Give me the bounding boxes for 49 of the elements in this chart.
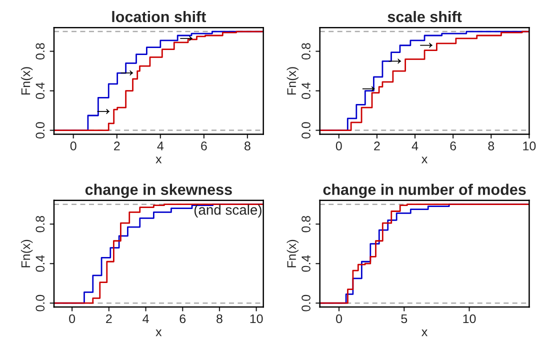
y-tick-label: 0.8 [36, 216, 45, 232]
y-tick-label: 0.8 [302, 43, 310, 60]
x-axis-title: x [422, 156, 428, 164]
x-tick-label: 8 [216, 314, 222, 324]
y-tick-label: 0.0 [36, 294, 45, 312]
y-axis-title: Fn(x) [20, 67, 33, 94]
x-tick-label: 4 [157, 142, 164, 150]
y-axis-title: Fn(x) [286, 67, 298, 94]
x-tick-label: 4 [142, 314, 149, 324]
y-axis-title: Fn(x) [20, 240, 33, 268]
annotation: → [120, 70, 134, 76]
x-axis-title: x [156, 156, 162, 164]
y-tick-label: 0.4 [36, 82, 45, 100]
x-tick-label: 0 [336, 142, 342, 150]
x-tick-label: 0 [336, 314, 342, 324]
y-tick-label: 0.4 [36, 255, 45, 272]
y-tick-label: 0.8 [36, 43, 45, 60]
x-tick-label: 0 [69, 314, 76, 324]
x-tick-label: 10 [523, 142, 536, 150]
x-tick-label: 5 [401, 314, 408, 324]
y-tick-label: 0.0 [302, 294, 310, 312]
y-tick-label: 0.4 [302, 255, 310, 272]
annotation: → [180, 36, 192, 41]
x-tick-label: 6 [180, 314, 186, 324]
annotation: → [388, 58, 402, 64]
x-tick-label: 2 [374, 142, 380, 150]
x-tick-label: 10 [250, 314, 263, 324]
annotation: → [420, 42, 432, 48]
x-tick-label: 4 [412, 142, 418, 150]
x-tick-label: 6 [201, 142, 207, 150]
x-tick-label: 8 [244, 142, 250, 150]
chart-title: change in skewness [85, 184, 232, 198]
x-tick-label: 6 [450, 142, 456, 150]
x-tick-label: 2 [106, 314, 112, 324]
chart-title: location shift [112, 10, 206, 22]
x-tick-label: 2 [114, 142, 120, 150]
x-tick-label: 0 [70, 142, 76, 150]
y-axis-title: Fn(x) [286, 240, 298, 268]
x-axis-title: x [422, 329, 428, 336]
x-tick-label: 8 [488, 142, 494, 150]
y-tick-label: 0.8 [302, 216, 310, 232]
x-axis-title: x [156, 329, 162, 336]
y-tick-label: 0.0 [36, 122, 45, 139]
x-tick-label: 10 [463, 314, 476, 324]
chart-title: scale shift [388, 10, 462, 22]
y-tick-label: 0.0 [302, 122, 310, 139]
chart-title: change in number of modes [323, 184, 526, 198]
y-tick-label: 0.4 [302, 82, 310, 100]
annotation: (and scale) [194, 204, 262, 218]
